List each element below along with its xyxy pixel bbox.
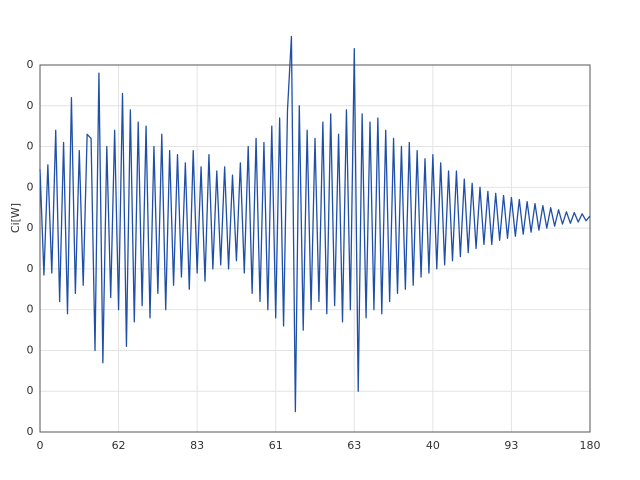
y-tick-label: 0 bbox=[27, 384, 34, 397]
x-tick-label: 63 bbox=[347, 439, 361, 452]
x-tick-label: 83 bbox=[190, 439, 204, 452]
plot-frame bbox=[39, 64, 591, 433]
y-tick-label: 0 bbox=[27, 262, 34, 275]
y-tick-label: 0 bbox=[27, 58, 34, 71]
y-tick-label: 0 bbox=[27, 140, 34, 153]
waveform-line bbox=[39, 35, 591, 413]
x-tick-label: 62 bbox=[112, 439, 126, 452]
y-tick-label: 0 bbox=[27, 221, 34, 234]
x-tick-label: 61 bbox=[269, 439, 283, 452]
y-tick-label: 0 bbox=[27, 425, 34, 438]
y-tick-label: 0 bbox=[27, 343, 34, 356]
y-tick-label: 0 bbox=[27, 180, 34, 193]
x-tick-label: 180 bbox=[580, 439, 601, 452]
x-tick-label: 93 bbox=[504, 439, 518, 452]
y-tick-label: 0 bbox=[27, 303, 34, 316]
y-tick-label: 0 bbox=[27, 99, 34, 112]
x-tick-label: 0 bbox=[37, 439, 44, 452]
x-tick-label: 40 bbox=[426, 439, 440, 452]
y-axis-label: Ci[W] bbox=[9, 203, 22, 233]
